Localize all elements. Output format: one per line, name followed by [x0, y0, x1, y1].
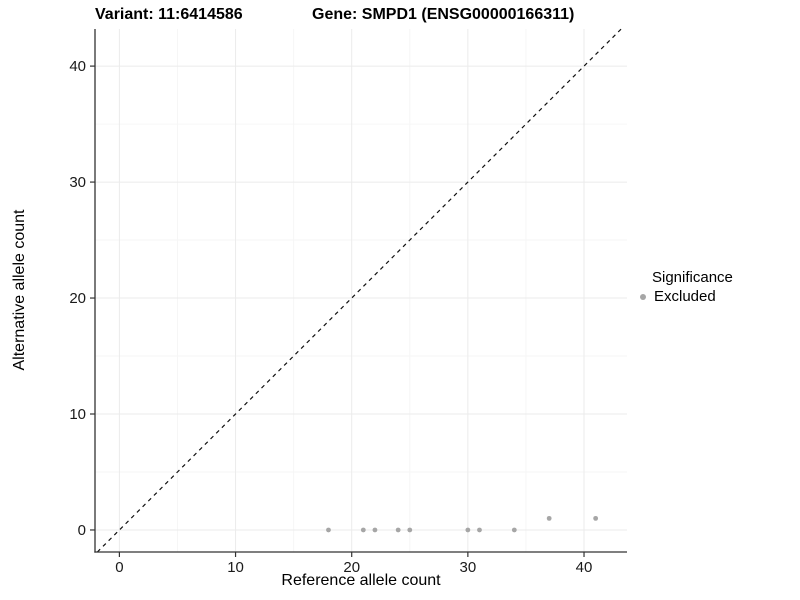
- identity-dashed-line: [96, 28, 622, 553]
- minor-gridlines: [95, 29, 627, 552]
- legend-item-label: Excluded: [654, 288, 716, 305]
- data-point: [395, 527, 401, 533]
- data-point: [372, 527, 378, 533]
- major-gridlines: [95, 29, 627, 552]
- svg-text:10: 10: [69, 406, 86, 423]
- x-tick-labels: 0 10 20 30 40: [115, 559, 592, 576]
- x-axis-title: Reference allele count: [281, 572, 441, 589]
- plot-title-variant: Variant: 11:6414586: [95, 6, 243, 23]
- data-point: [407, 527, 413, 533]
- svg-text:20: 20: [343, 559, 360, 576]
- svg-text:20: 20: [69, 290, 86, 307]
- svg-text:0: 0: [115, 559, 123, 576]
- legend: Significance Excluded: [638, 268, 733, 306]
- data-point: [511, 527, 517, 533]
- axis-lines: [94, 29, 627, 553]
- data-point: [593, 515, 599, 521]
- svg-text:0: 0: [78, 522, 86, 539]
- y-tick-labels: 0 10 20 30 40: [69, 58, 86, 539]
- data-points: [326, 515, 599, 533]
- svg-text:40: 40: [576, 559, 593, 576]
- data-point: [465, 527, 471, 533]
- data-point: [477, 527, 482, 533]
- legend-title: Significance: [652, 269, 733, 286]
- data-point: [360, 527, 366, 533]
- svg-text:30: 30: [69, 174, 86, 191]
- svg-text:10: 10: [227, 559, 244, 576]
- legend-key-dot-icon: [640, 293, 646, 300]
- tick-marks: [90, 65, 585, 557]
- legend-item-excluded: Excluded: [638, 287, 733, 306]
- svg-text:30: 30: [460, 559, 477, 576]
- data-point: [326, 527, 331, 533]
- svg-text:40: 40: [69, 58, 86, 75]
- plot-title-gene: Gene: SMPD1 (ENSG00000166311): [312, 6, 575, 23]
- data-point: [546, 515, 552, 521]
